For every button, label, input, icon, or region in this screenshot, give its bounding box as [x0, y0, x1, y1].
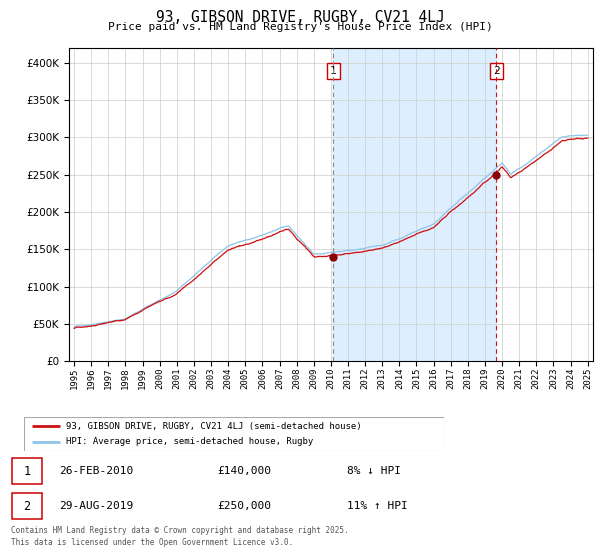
FancyBboxPatch shape [12, 458, 43, 484]
Text: Contains HM Land Registry data © Crown copyright and database right 2025.: Contains HM Land Registry data © Crown c… [11, 526, 349, 535]
Text: HPI: Average price, semi-detached house, Rugby: HPI: Average price, semi-detached house,… [66, 437, 313, 446]
Text: 2: 2 [23, 500, 31, 512]
Text: £140,000: £140,000 [218, 466, 272, 476]
Text: Price paid vs. HM Land Registry's House Price Index (HPI): Price paid vs. HM Land Registry's House … [107, 22, 493, 32]
Text: 2: 2 [493, 66, 500, 76]
FancyBboxPatch shape [12, 493, 43, 520]
Text: 93, GIBSON DRIVE, RUGBY, CV21 4LJ (semi-detached house): 93, GIBSON DRIVE, RUGBY, CV21 4LJ (semi-… [66, 422, 362, 431]
FancyBboxPatch shape [24, 417, 444, 451]
Text: 1: 1 [330, 66, 337, 76]
Text: £250,000: £250,000 [218, 501, 272, 511]
Text: This data is licensed under the Open Government Licence v3.0.: This data is licensed under the Open Gov… [11, 538, 293, 547]
Text: 26-FEB-2010: 26-FEB-2010 [59, 466, 133, 476]
Text: 1: 1 [23, 465, 31, 478]
Text: 93, GIBSON DRIVE, RUGBY, CV21 4LJ: 93, GIBSON DRIVE, RUGBY, CV21 4LJ [155, 10, 445, 25]
Text: 11% ↑ HPI: 11% ↑ HPI [347, 501, 408, 511]
Bar [333, 48, 496, 361]
Text: 29-AUG-2019: 29-AUG-2019 [59, 501, 133, 511]
Text: 8% ↓ HPI: 8% ↓ HPI [347, 466, 401, 476]
